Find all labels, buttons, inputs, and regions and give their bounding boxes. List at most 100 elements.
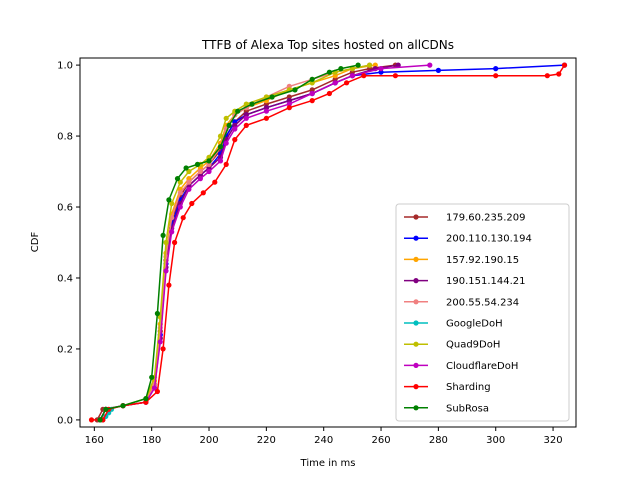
x-tick-label: 280 [429, 435, 448, 446]
x-tick-label: 200 [199, 435, 218, 446]
data-point [292, 87, 298, 93]
data-point [493, 73, 499, 79]
data-point [326, 69, 332, 75]
x-tick-label: 320 [544, 435, 563, 446]
data-point [163, 268, 169, 274]
data-point [177, 204, 183, 210]
legend-marker [413, 214, 419, 220]
data-point [355, 62, 361, 68]
data-point [332, 80, 338, 86]
series-line [99, 64, 370, 421]
y-tick-label: 0.4 [57, 273, 73, 284]
x-tick-label: 300 [486, 435, 505, 446]
data-point [143, 399, 149, 405]
data-point [235, 108, 241, 114]
data-point [395, 62, 401, 68]
x-tick-label: 240 [314, 435, 333, 446]
legend-marker [413, 341, 419, 347]
data-point [217, 144, 224, 150]
data-point [154, 310, 160, 317]
data-point [154, 388, 160, 395]
data-point [200, 190, 206, 196]
data-point [160, 346, 166, 352]
data-point [197, 176, 203, 182]
data-point [344, 80, 350, 86]
data-point [286, 101, 292, 107]
data-point [349, 66, 355, 72]
legend-box [395, 203, 570, 422]
y-tick-label: 0.0 [57, 415, 73, 426]
legend-label: SubRosa [446, 403, 489, 414]
data-point [243, 115, 249, 121]
y-axis: 0.0 0.2 0.4 0.6 0.8 1.0 [57, 61, 80, 426]
data-point [206, 168, 212, 175]
data-point [177, 190, 183, 196]
data-point [186, 176, 192, 182]
legend-label: 200.55.54.234 [446, 297, 519, 308]
data-point [232, 137, 238, 143]
data-point [163, 239, 169, 246]
data-point [157, 339, 163, 345]
data-point [378, 66, 384, 72]
data-point [169, 200, 175, 207]
data-point [194, 161, 201, 167]
data-point [166, 197, 172, 203]
data-point [309, 87, 315, 93]
legend-label: 200.110.130.194 [446, 234, 532, 245]
legend-label: Sharding [446, 382, 491, 393]
data-point [361, 73, 367, 79]
data-point [169, 229, 175, 235]
data-point [286, 94, 292, 100]
x-tick-label: 260 [371, 435, 390, 446]
data-point [226, 122, 232, 128]
legend-marker [413, 235, 419, 241]
legend-marker [413, 256, 419, 262]
legend-label: CloudflareDoH [446, 361, 518, 372]
data-point [326, 90, 332, 97]
y-axis-label: CDF [30, 232, 41, 253]
data-point [180, 215, 186, 221]
data-point [197, 168, 203, 175]
data-point [217, 158, 224, 164]
data-point [206, 158, 212, 164]
legend-label: Quad9DoH [446, 340, 500, 351]
data-point [286, 105, 292, 111]
y-tick-label: 0.8 [57, 132, 73, 143]
series-line [99, 64, 359, 421]
data-point [212, 179, 218, 185]
data-point [309, 90, 315, 97]
x-tick-label: 160 [85, 435, 104, 446]
chart-title: TTFB of Alexa Top sites hosted on allCDN… [201, 38, 454, 52]
data-point [309, 76, 315, 82]
data-point [223, 161, 229, 167]
data-point [232, 126, 238, 132]
legend: 179.60.235.209 200.110.130.194 157.92.190.… [395, 203, 570, 422]
legend-marker [413, 405, 419, 411]
data-point [338, 66, 344, 72]
x-axis-label: Time in ms [300, 458, 356, 469]
data-point [378, 69, 384, 75]
data-point [186, 186, 192, 192]
series-subrosa [97, 62, 361, 423]
data-point [177, 179, 183, 185]
data-point [174, 176, 181, 182]
data-point [172, 239, 178, 246]
legend-label: GoogleDoH [446, 319, 503, 330]
data-point [556, 71, 562, 77]
data-point [189, 200, 195, 207]
data-point [88, 417, 95, 423]
data-point [97, 417, 103, 423]
data-point [243, 122, 249, 128]
legend-marker [413, 362, 419, 368]
data-point [223, 140, 229, 146]
data-point [392, 73, 398, 79]
data-point [103, 406, 109, 412]
data-point [561, 62, 568, 68]
data-point [186, 168, 192, 175]
legend-label: 157.92.190.15 [446, 255, 519, 266]
legend-marker [413, 320, 419, 326]
legend-items: 179.60.235.209 200.110.130.194 157.92.190.… [404, 213, 532, 414]
x-tick-label: 220 [257, 435, 276, 446]
data-point [243, 101, 249, 107]
data-point [232, 122, 238, 128]
